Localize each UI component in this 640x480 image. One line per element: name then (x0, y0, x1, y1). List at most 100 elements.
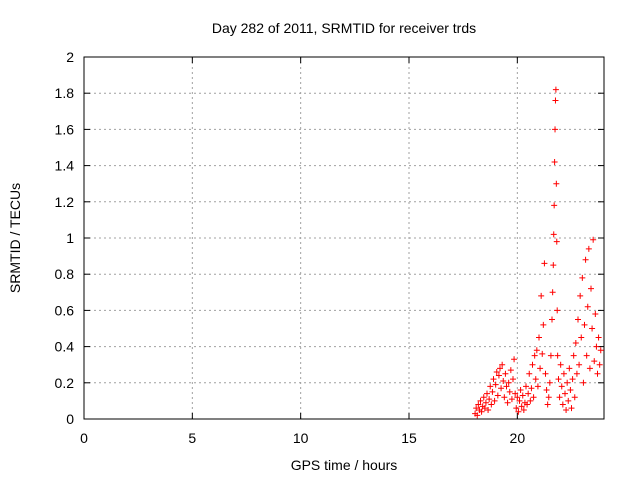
y-tick-label: 1 (66, 230, 74, 246)
data-point (584, 303, 591, 310)
data-point (553, 180, 560, 187)
data-point (533, 347, 540, 354)
data-point (575, 316, 581, 323)
data-point (526, 370, 533, 377)
data-point (487, 383, 494, 390)
data-point (565, 397, 572, 404)
data-point (484, 390, 490, 397)
data-point (583, 352, 590, 359)
data-point (551, 202, 558, 209)
data-point (552, 126, 559, 133)
grid (84, 57, 604, 419)
data-point (537, 365, 544, 372)
data-point (556, 394, 563, 401)
data-point (577, 292, 584, 299)
data-point (488, 401, 495, 408)
data-point (531, 352, 538, 359)
y-tick-label: 1.4 (55, 158, 75, 174)
data-point (544, 401, 551, 408)
data-point (595, 334, 602, 341)
data-point (512, 390, 519, 397)
data-point (541, 260, 548, 267)
data-point (566, 365, 573, 372)
data-point (553, 238, 560, 245)
data-point (585, 245, 592, 252)
data-point (589, 325, 596, 332)
data-point (570, 352, 577, 359)
data-point (594, 370, 601, 377)
data-point (493, 368, 500, 375)
data-point (518, 403, 525, 410)
data-point (552, 86, 559, 93)
y-tick-label: 0 (66, 411, 74, 427)
data-point (497, 365, 503, 372)
data-point (506, 388, 513, 395)
data-point (590, 236, 597, 243)
data-point (549, 289, 556, 296)
data-point (475, 401, 482, 408)
data-point (508, 396, 515, 403)
y-tick-label: 0.2 (55, 375, 75, 391)
data-point (517, 387, 524, 394)
data-point (500, 377, 507, 384)
data-point (546, 379, 553, 386)
data-point (511, 356, 518, 363)
data-point (532, 376, 539, 383)
data-point (492, 381, 499, 388)
x-tick-label: 5 (188, 430, 196, 446)
data-point (582, 256, 589, 263)
data-point (486, 396, 493, 403)
y-tick-label: 1.2 (55, 194, 75, 210)
data-point (555, 376, 562, 383)
data-point (510, 376, 516, 383)
x-tick-label: 0 (80, 430, 88, 446)
data-point (578, 334, 585, 341)
data-point (525, 390, 532, 397)
data-point (572, 339, 579, 346)
data-point (550, 231, 557, 238)
data-point (530, 394, 537, 401)
y-axis: 0 0.2 0.4 0.6 0.8 1 1.2 1.4 1.6 1.8 2 (55, 49, 604, 427)
data-point (502, 370, 509, 377)
data-point (499, 361, 506, 368)
data-point (504, 399, 511, 406)
data-point (593, 343, 600, 350)
data-point (562, 390, 568, 397)
y-tick-label: 1.8 (55, 85, 75, 101)
y-axis-label: SRMTID / TECUs (7, 183, 23, 293)
data-point (528, 385, 535, 392)
data-point (527, 397, 534, 404)
data-point (567, 387, 574, 394)
data-point (516, 397, 523, 404)
data-point (477, 397, 484, 404)
x-tick-label: 15 (401, 430, 417, 446)
data-point (481, 405, 488, 412)
data-point (543, 387, 550, 394)
data-series (472, 86, 604, 419)
data-point (513, 405, 520, 412)
data-point (563, 406, 570, 413)
y-tick-label: 0.4 (55, 339, 75, 355)
data-point (560, 370, 567, 377)
data-point (529, 361, 536, 368)
data-point (505, 379, 512, 386)
data-point (550, 262, 557, 269)
data-point (507, 367, 514, 374)
data-point (564, 379, 571, 386)
data-point (547, 352, 554, 359)
data-point (520, 406, 527, 413)
data-point (489, 388, 496, 395)
data-point (557, 361, 564, 368)
data-point (514, 394, 521, 401)
data-point (519, 392, 526, 399)
data-point (597, 347, 604, 354)
x-tick-label: 20 (510, 430, 526, 446)
data-point (551, 158, 558, 165)
data-point (538, 292, 545, 299)
data-point (540, 321, 547, 328)
data-point (552, 97, 559, 104)
x-axis-label: GPS time / hours (291, 457, 398, 473)
data-point (573, 370, 580, 377)
x-axis: 0 5 10 15 20 (80, 57, 525, 446)
